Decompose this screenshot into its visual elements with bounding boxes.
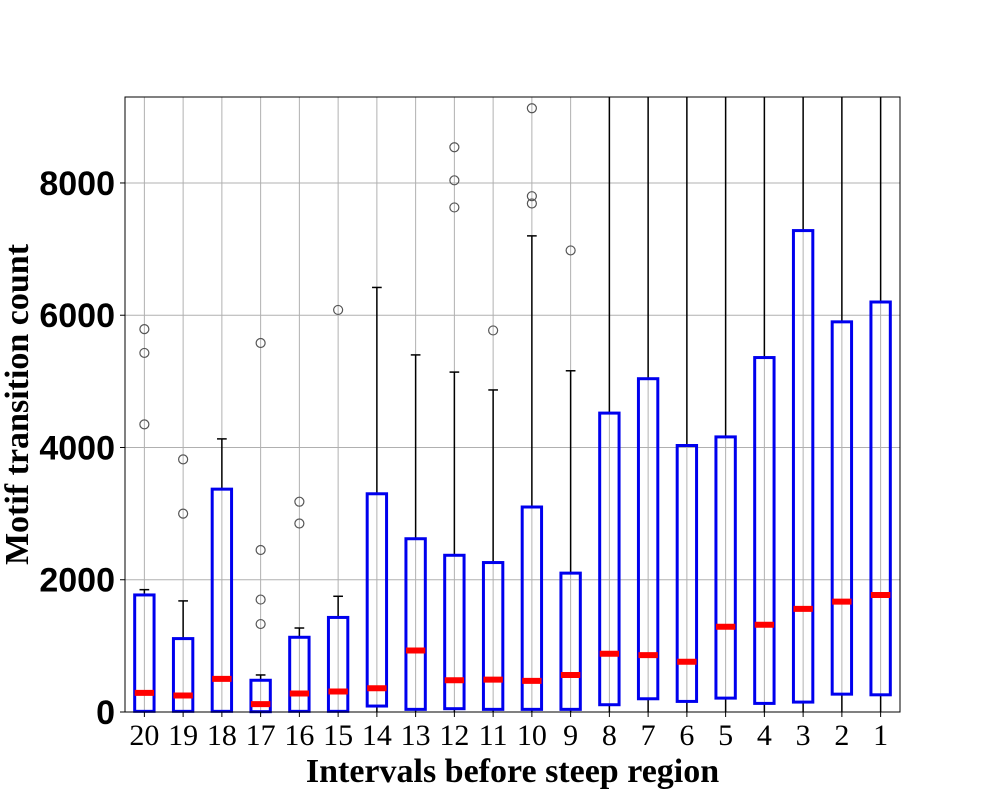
grid-lines bbox=[125, 97, 900, 713]
x-tick-label: 14 bbox=[362, 719, 392, 752]
outlier-point bbox=[526, 103, 537, 114]
outlier-point bbox=[139, 419, 150, 430]
outlier-point bbox=[255, 337, 266, 349]
x-tick-label: 17 bbox=[246, 719, 276, 752]
iqr-box bbox=[714, 435, 737, 700]
x-tick-label: 19 bbox=[168, 719, 198, 752]
box-14 bbox=[365, 286, 389, 712]
outlier-point bbox=[565, 245, 576, 256]
box-9 bbox=[559, 245, 582, 712]
outlier-point bbox=[255, 618, 266, 630]
x-tick-label: 20 bbox=[129, 719, 159, 752]
x-tick-label: 1 bbox=[873, 719, 888, 752]
iqr-box bbox=[171, 637, 195, 713]
y-axis-label: Motif transition count bbox=[0, 243, 36, 565]
outlier-point bbox=[294, 518, 305, 529]
x-tick-label: 12 bbox=[439, 719, 469, 752]
x-tick-label: 6 bbox=[679, 719, 694, 752]
plot-area-frame bbox=[124, 96, 901, 713]
outlier-point bbox=[139, 347, 150, 359]
y-tick-label: 0 bbox=[96, 694, 115, 732]
outlier-point bbox=[333, 304, 344, 316]
boxes bbox=[133, 97, 892, 714]
box-11 bbox=[481, 325, 505, 712]
outlier-point bbox=[139, 324, 150, 335]
x-tick-label: 7 bbox=[641, 719, 656, 752]
box-2 bbox=[830, 97, 854, 712]
x-tick-label: 2 bbox=[834, 719, 849, 752]
x-tick-label: 16 bbox=[284, 719, 314, 752]
box-19 bbox=[171, 454, 195, 713]
box-13 bbox=[404, 354, 427, 712]
box-4 bbox=[753, 97, 776, 712]
outlier-point bbox=[178, 454, 189, 465]
x-tick-label: 18 bbox=[207, 719, 237, 752]
outlier-point bbox=[255, 544, 266, 556]
outlier-point bbox=[526, 191, 537, 202]
x-tick-label: 11 bbox=[479, 719, 508, 752]
iqr-box bbox=[481, 561, 505, 711]
iqr-box bbox=[791, 229, 815, 704]
box-16 bbox=[288, 496, 311, 713]
y-tick-label: 4000 bbox=[39, 429, 115, 467]
y-tick-labels: 0 2000 4000 6000 8000 bbox=[39, 165, 125, 732]
box-18 bbox=[210, 438, 234, 713]
box-7 bbox=[636, 97, 660, 712]
iqr-box bbox=[675, 444, 699, 703]
box-3 bbox=[791, 97, 815, 712]
iqr-box bbox=[598, 411, 621, 707]
outlier-point bbox=[294, 496, 305, 507]
x-tick-label: 3 bbox=[796, 719, 811, 752]
iqr-box bbox=[753, 356, 776, 705]
iqr-box bbox=[830, 320, 854, 696]
outlier-point bbox=[449, 142, 460, 153]
box-12 bbox=[443, 142, 466, 712]
box-8 bbox=[598, 97, 621, 712]
box-20 bbox=[133, 324, 156, 713]
x-tick-labels: 20 19 18 17 16 15 14 13 12 11 10 9 8 7 6 5 4 3 2 1 bbox=[129, 712, 888, 752]
iqr-box bbox=[636, 377, 660, 701]
iqr-box bbox=[520, 505, 544, 711]
iqr-box bbox=[133, 593, 156, 713]
outlier-point bbox=[449, 175, 460, 186]
x-axis-label: Intervals before steep region bbox=[306, 753, 719, 790]
box-6 bbox=[675, 97, 699, 712]
iqr-box bbox=[210, 487, 234, 713]
outlier-point bbox=[178, 508, 189, 519]
outlier-point bbox=[449, 202, 460, 213]
x-tick-label: 15 bbox=[323, 719, 353, 752]
outlier-point bbox=[526, 198, 537, 209]
iqr-box bbox=[288, 635, 311, 713]
iqr-box bbox=[404, 537, 427, 711]
iqr-box bbox=[869, 300, 892, 697]
x-tick-label: 13 bbox=[401, 719, 431, 752]
y-tick-label: 2000 bbox=[39, 562, 115, 600]
iqr-box bbox=[559, 571, 582, 711]
y-tick-label: 8000 bbox=[39, 165, 115, 203]
outlier-point bbox=[255, 594, 266, 605]
x-tick-label: 10 bbox=[517, 719, 547, 752]
box-10 bbox=[520, 103, 544, 712]
x-tick-label: 9 bbox=[563, 719, 578, 752]
x-tick-label: 8 bbox=[602, 719, 617, 752]
y-tick-label: 6000 bbox=[39, 297, 115, 335]
outlier-point bbox=[488, 325, 499, 336]
x-tick-label: 4 bbox=[757, 719, 772, 752]
iqr-box bbox=[326, 615, 350, 713]
iqr-box bbox=[365, 492, 389, 708]
box-15 bbox=[326, 304, 350, 713]
box-1 bbox=[869, 97, 892, 712]
iqr-box bbox=[443, 553, 466, 711]
box-5 bbox=[714, 97, 737, 712]
x-tick-label: 5 bbox=[718, 719, 733, 752]
